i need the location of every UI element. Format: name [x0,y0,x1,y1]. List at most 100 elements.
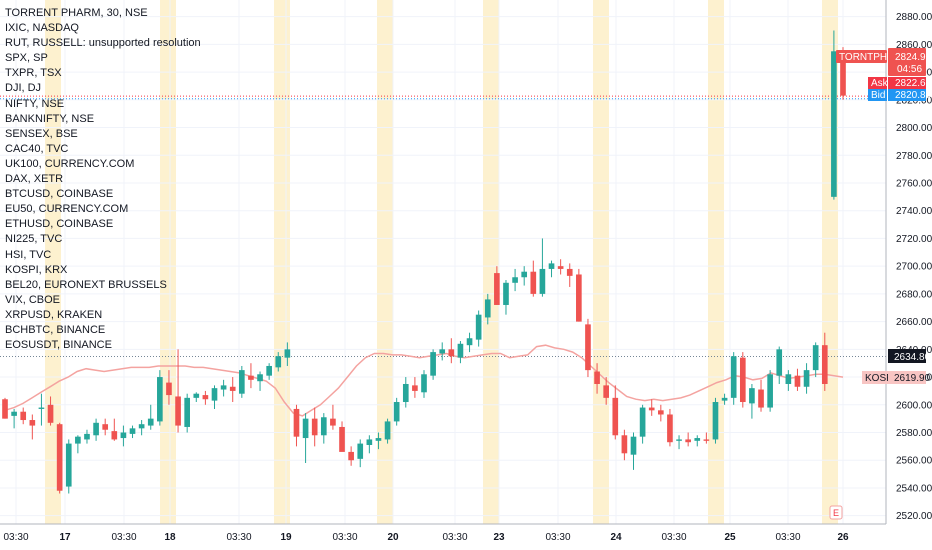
candle-body [621,435,628,454]
candle-body [803,370,810,387]
price-lines [0,95,886,358]
candle-body [38,407,45,409]
legend-symbol[interactable]: VIX, CBOE [5,293,61,306]
candle-body [84,433,90,440]
candle-body [457,343,464,358]
time-tick-label: 20 [387,532,399,543]
candle-body [147,418,154,426]
session-band [483,0,499,524]
legend-symbol[interactable]: CAC40, TVC [5,142,69,155]
time-tick-label: 03:30 [332,532,357,543]
candle-body [412,385,418,391]
bid-label-bg [868,89,887,101]
candle-body [157,377,163,422]
candle-body [475,314,482,340]
legend-symbol[interactable]: BCHBTC, BINANCE [5,323,106,336]
compare-symbol-list: IXIC, NASDAQ RUT, RUSSELL: unsupported re… [5,21,201,353]
time-tick-label: 03:30 [226,532,251,543]
candle-body [494,273,500,305]
price-tick-label: 2540.00 [896,483,932,494]
candle-body [29,420,36,426]
session-band [593,0,609,524]
legend-symbol[interactable]: BANKNIFTY, NSE [5,112,95,125]
legend-symbol[interactable]: DJI, DJ [5,82,42,95]
crosshair-tag-bg [888,349,926,363]
candle-body [703,439,710,441]
candle-body [229,386,236,391]
price-tick-label: 2520.00 [896,511,932,522]
legend-symbol[interactable]: NIFTY, NSE [5,97,65,110]
price-tick-label: 2660.00 [896,317,932,328]
time-tick-label: 18 [164,532,176,543]
price-tags: TORNTPHARM 2824.90 04:56 Ask 2822.65 Bid… [829,48,932,520]
legend-symbol[interactable]: NI225, TVC [5,233,63,246]
candle-body [384,421,391,440]
legend-symbol[interactable]: EOSUSDT, BINANCE [5,339,112,352]
legend-symbol[interactable]: UK100, CURRENCY.COM [5,157,135,170]
legend-symbol[interactable]: DAX, XETR [5,173,64,186]
time-tick-label: 03:30 [3,532,28,543]
legend-symbol[interactable]: RUT, RUSSELL: unsupported resolution [5,37,201,50]
candle-body [730,356,737,398]
candle-body [794,375,801,387]
legend-symbol[interactable]: XRPUSD, KRAKEN [5,308,103,321]
candle-body [548,263,555,269]
candle-body [2,399,8,419]
legend-symbol[interactable]: EU50, CURRENCY.COM [5,203,129,216]
candle-body [576,274,582,322]
candle-body [594,371,600,384]
ask-tag-bg [888,77,926,89]
grid [0,0,886,524]
compare-label: KOSPI [865,373,896,384]
candle-body [320,417,327,436]
legend-symbol[interactable]: ETHUSD, COINBASE [5,218,114,231]
candle-body [739,357,746,403]
legend-symbol[interactable]: TXPR, TSX [5,67,62,80]
symbol-tag-bg [836,50,887,63]
candle-body [175,396,181,426]
main-symbol-title[interactable]: TORRENT PHARM, 30, NSE [5,7,148,19]
time-tick-label: 26 [837,532,849,543]
candle-body [785,374,792,384]
time-tick-label: 03:30 [661,532,686,543]
candle-body [648,407,655,411]
last-price-tag-bg [888,48,926,76]
price-tick-label: 2860.00 [896,40,932,51]
time-tick-label: 03:30 [775,532,800,543]
time-tick-label: 23 [493,532,505,543]
ask-tag: 2822.65 [895,78,932,89]
legend-symbol[interactable]: IXIC, NASDAQ [5,22,79,35]
candle-body [512,277,518,283]
candle-body [20,411,27,421]
candle-body [266,365,272,376]
candle-body [630,436,637,455]
candle-body [311,418,318,436]
legend-symbol[interactable]: KOSPI, KRX [5,263,68,276]
earnings-badge[interactable] [829,505,843,520]
bid-tag-bg [888,89,926,101]
legend-symbol[interactable]: SPX, SP [5,52,48,65]
time-axis[interactable]: 03:30 17 03:30 18 03:30 19 03:30 20 03:30 23 03:30… [0,523,886,543]
price-tick-label: 2760.00 [896,178,932,189]
price-tick-label: 2720.00 [896,234,932,245]
legend-symbol[interactable]: HSI, TVC [5,248,52,261]
candle-body [448,349,455,357]
candle-body [721,397,728,401]
session-band [160,0,176,524]
candle-body [257,374,263,382]
candle-body [430,352,436,376]
compare-label-bg [862,371,888,384]
legend-symbol[interactable]: BTCUSD, COINBASE [5,188,114,201]
earnings-badge-label: E [833,508,839,518]
legend-symbol[interactable]: BEL20, EURONEXT BRUSSELS [5,278,167,291]
legend-symbol[interactable]: SENSEX, BSE [5,127,78,140]
candle-body [47,404,54,423]
candle-body [521,271,528,278]
candle-body [503,282,509,305]
bid-tag: 2820.80 [895,90,932,101]
price-tick-label: 2780.00 [896,151,932,162]
time-tick-label: 19 [280,532,292,543]
candle-body [812,345,819,371]
ask-label: Ask [871,78,889,89]
